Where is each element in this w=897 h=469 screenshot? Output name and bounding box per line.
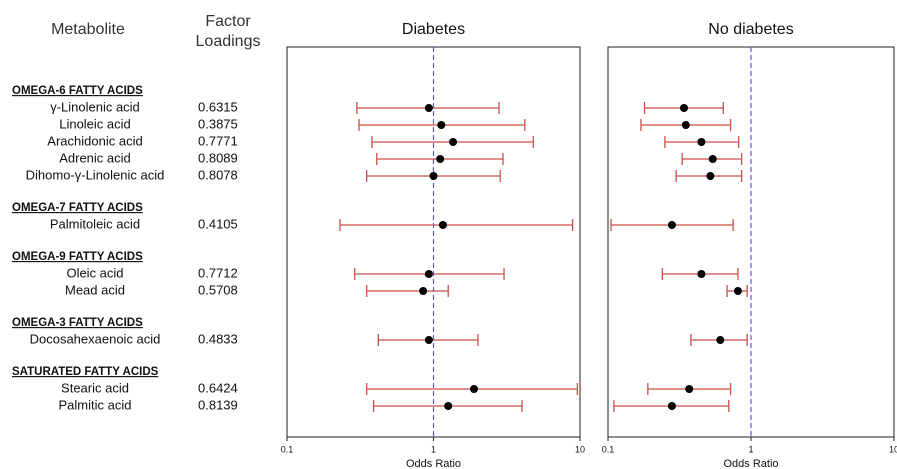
odds-ratio-point (685, 385, 694, 393)
metabolite: Oleic acid (66, 265, 123, 280)
loading: 0.8089 (198, 150, 238, 165)
loading: 0.7771 (198, 133, 238, 148)
loading: 0.3875 (198, 116, 238, 131)
loading: 0.5708 (198, 282, 238, 297)
group-header: OMEGA-6 FATTY ACIDS (12, 85, 143, 97)
odds-ratio-point (716, 336, 725, 344)
metabolite: Palmitoleic acid (50, 216, 140, 231)
metabolite: Palmitic acid (59, 397, 132, 412)
group-header: SATURATED FATTY ACIDS (12, 366, 159, 378)
odds-ratio-point (680, 104, 689, 112)
x-tick-label: 1 (748, 444, 753, 454)
x-tick-label: 0.1 (602, 444, 615, 454)
group-header: OMEGA-9 FATTY ACIDS (12, 251, 143, 263)
odds-ratio-point (424, 104, 433, 112)
x-tick-label: 10 (575, 444, 585, 454)
metabolite: Linoleic acid (59, 116, 131, 131)
x-tick-label: 10 (889, 444, 897, 454)
metabolite: Stearic acid (61, 380, 129, 395)
odds-ratio-point (706, 172, 715, 180)
odds-ratio-point (424, 270, 433, 278)
loading: 0.7712 (198, 265, 238, 280)
panel-title: No diabetes (708, 21, 793, 38)
loading: 0.8139 (198, 397, 238, 412)
odds-ratio-point (470, 385, 479, 393)
x-tick-label: 1 (431, 444, 436, 454)
column-header: Factor Loadings (195, 13, 261, 50)
x-axis-label: Odds Ratio (406, 458, 461, 469)
odds-ratio-point (667, 221, 676, 229)
loading: 0.4833 (198, 331, 238, 346)
metabolite: Arachidonic acid (47, 133, 142, 148)
metabolite: Adrenic acid (59, 150, 131, 165)
x-axis-label: Odds Ratio (723, 458, 778, 469)
odds-ratio-point (444, 402, 453, 410)
loading: 0.6424 (198, 380, 238, 395)
odds-ratio-point (733, 287, 742, 295)
odds-ratio-point (697, 138, 706, 146)
panel-title: Diabetes (402, 21, 465, 38)
group-header: OMEGA-7 FATTY ACIDS (12, 202, 143, 214)
odds-ratio-point (438, 221, 447, 229)
odds-ratio-point (681, 121, 690, 129)
loading: 0.6315 (198, 99, 238, 114)
loading: 0.8078 (198, 167, 238, 182)
odds-ratio-point (424, 336, 433, 344)
odds-ratio-point (667, 402, 676, 410)
odds-ratio-point (708, 155, 717, 163)
odds-ratio-point (437, 121, 446, 129)
odds-ratio-point (419, 287, 428, 295)
odds-ratio-point (449, 138, 458, 146)
metabolite: Docosahexaenoic acid (30, 331, 161, 346)
odds-ratio-point (436, 155, 445, 163)
group-header: OMEGA-3 FATTY ACIDS (12, 317, 143, 329)
x-tick-label: 0.1 (281, 444, 294, 454)
odds-ratio-point (697, 270, 706, 278)
odds-ratio-point (429, 172, 438, 180)
column-header: Metabolite (51, 21, 125, 38)
metabolite: Mead acid (65, 282, 125, 297)
loading: 0.4105 (198, 216, 238, 231)
metabolite: γ-Linolenic acid (50, 99, 140, 114)
metabolite: Dihomo-γ-Linolenic acid (26, 167, 165, 182)
